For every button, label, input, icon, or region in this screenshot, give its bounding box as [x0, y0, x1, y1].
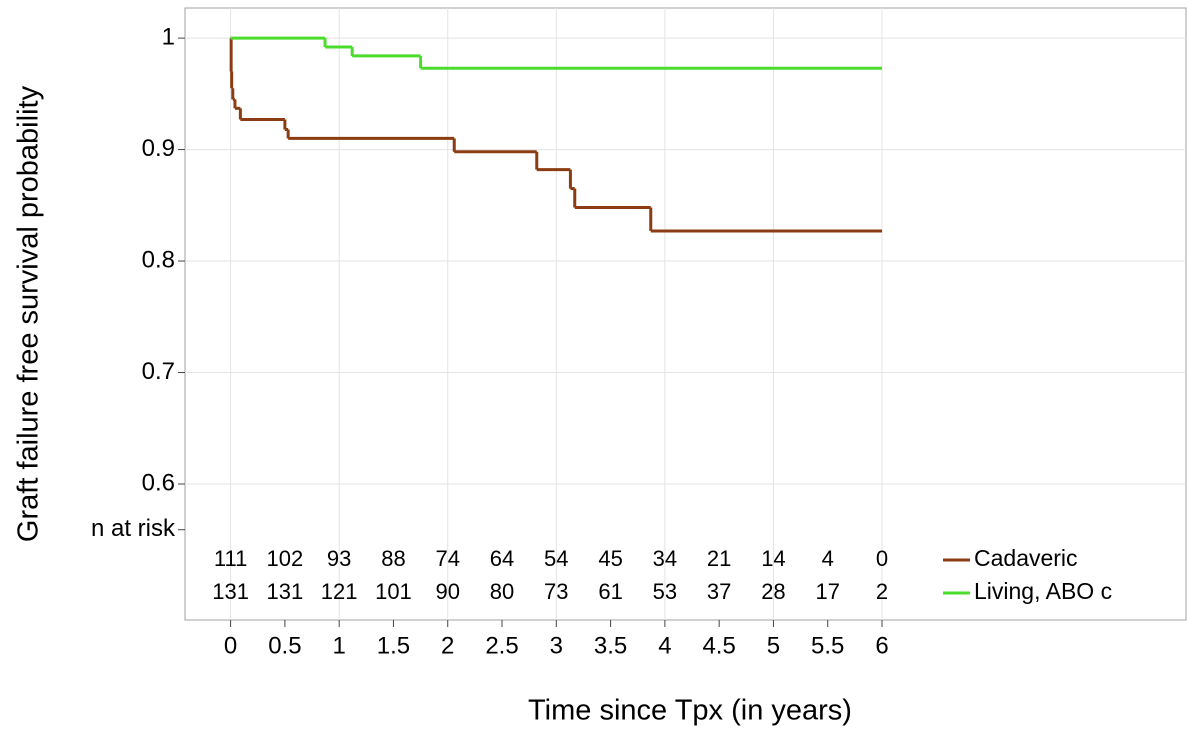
risk-count: 4	[822, 546, 834, 571]
risk-count: 34	[653, 546, 677, 571]
x-tick-label: 1.5	[377, 632, 410, 659]
risk-count: 53	[653, 579, 677, 604]
risk-count: 45	[598, 546, 622, 571]
risk-count: 74	[435, 546, 459, 571]
risk-count: 54	[544, 546, 568, 571]
risk-count: 61	[598, 579, 622, 604]
risk-count: 14	[761, 546, 785, 571]
x-tick-label: 2.5	[485, 632, 518, 659]
risk-count: 93	[327, 546, 351, 571]
risk-count: 101	[375, 579, 412, 604]
risk-count: 121	[321, 579, 358, 604]
y-axis-title: Graft failure free survival probability	[13, 85, 45, 542]
risk-count: 90	[435, 579, 459, 604]
risk-count: 0	[876, 546, 888, 571]
risk-count: 73	[544, 579, 568, 604]
x-axis-title: Time since Tpx (in years)	[528, 695, 852, 727]
plot-panel	[184, 7, 1187, 621]
risk-count: 17	[815, 579, 839, 604]
risk-count: 37	[707, 579, 731, 604]
x-tick-label: 1	[332, 632, 345, 659]
y-tick-label: 0.7	[142, 358, 175, 385]
x-tick-label: 3.5	[594, 632, 627, 659]
x-tick-label: 2	[441, 632, 454, 659]
risk-count: 21	[707, 546, 731, 571]
x-tick-label: 4	[658, 632, 671, 659]
risk-count: 64	[490, 546, 514, 571]
risk-count: 102	[267, 546, 304, 571]
risk-count: 131	[267, 579, 304, 604]
risk-count: 131	[212, 579, 249, 604]
x-tick-label: 6	[875, 632, 888, 659]
legend-label: Living, ABO c	[974, 578, 1112, 604]
y-tick-label: 0.8	[142, 246, 175, 273]
risk-count: 88	[381, 546, 405, 571]
x-tick-label: 5	[767, 632, 780, 659]
y-tick-label: 1	[162, 23, 175, 50]
y-tick-label: 0.6	[142, 469, 175, 496]
x-tick-label: 0	[224, 632, 237, 659]
risk-count: 2	[876, 579, 888, 604]
risk-count: 80	[490, 579, 514, 604]
x-tick-label: 5.5	[811, 632, 844, 659]
x-tick-label: 0.5	[268, 632, 301, 659]
y-tick-label: n at risk	[91, 515, 176, 542]
x-tick-label: 4.5	[702, 632, 735, 659]
risk-count: 28	[761, 579, 785, 604]
legend-label: Cadaveric	[974, 545, 1078, 571]
y-tick-label: 0.9	[142, 135, 175, 162]
x-tick-label: 3	[550, 632, 563, 659]
risk-count: 111	[214, 546, 247, 571]
